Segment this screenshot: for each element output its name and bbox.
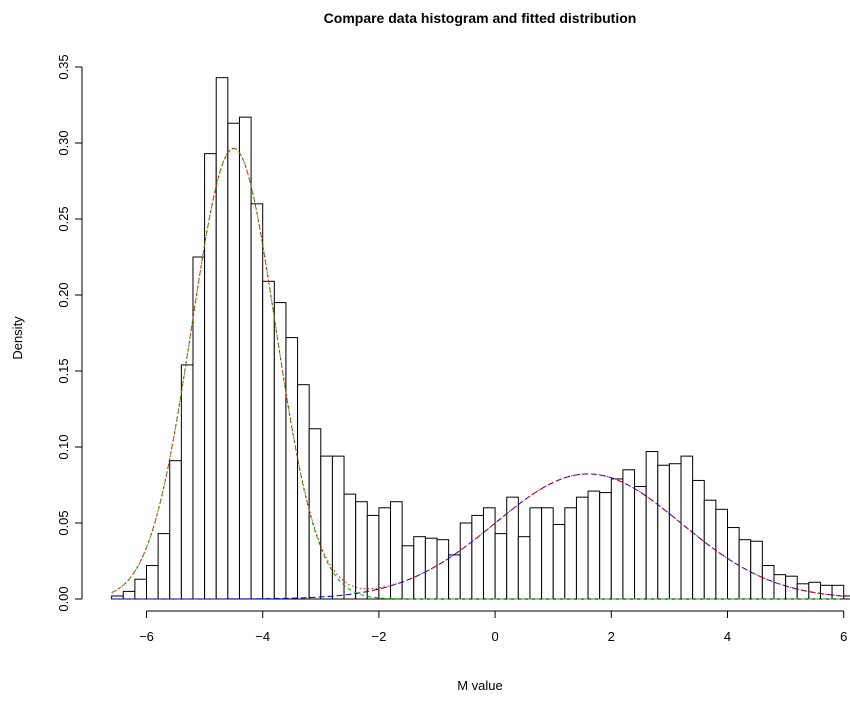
histogram-bar: [204, 153, 217, 600]
histogram-bar: [494, 533, 508, 600]
histogram-bar: [610, 478, 624, 600]
histogram-bar: [831, 584, 845, 600]
histogram-bar: [401, 545, 415, 600]
x-axis-label: M value: [457, 678, 503, 693]
histogram-bar: [308, 428, 322, 600]
x-tick-label: 6: [840, 629, 847, 644]
histogram-bar: [331, 455, 345, 600]
x-tick-label: −2: [371, 629, 386, 644]
histogram-bar: [273, 302, 287, 600]
histogram-bar: [599, 492, 612, 600]
histogram-bar: [227, 122, 240, 600]
histogram-bar: [482, 507, 496, 600]
histogram-bar: [366, 514, 380, 600]
chart-title: Compare data histogram and fitted distri…: [324, 10, 637, 26]
histogram-bar: [692, 479, 705, 600]
x-tick-label: −4: [255, 629, 270, 644]
histogram-bar: [517, 536, 531, 600]
histogram-bar: [459, 522, 473, 600]
y-tick-label: 0.15: [56, 358, 71, 383]
histogram-bar: [413, 536, 426, 600]
histogram-bar: [564, 507, 577, 600]
histogram-bar: [285, 337, 299, 600]
histogram-bar: [819, 584, 833, 600]
histogram-bar: [343, 493, 357, 600]
histogram-bar: [122, 590, 136, 600]
x-tick-label: −6: [139, 629, 154, 644]
histogram-bar: [297, 384, 310, 600]
y-tick-label: 0.30: [56, 130, 71, 155]
fitted-component-curve: [111, 473, 844, 600]
histogram-bar: [552, 524, 566, 600]
y-tick-label: 0.35: [56, 54, 71, 79]
histogram-bar: [146, 565, 159, 600]
histogram-bar: [727, 527, 740, 600]
histogram-bar: [355, 501, 368, 600]
histogram-bar: [250, 203, 264, 600]
fitted-curves: [111, 147, 844, 600]
histogram-bar: [471, 514, 484, 600]
histogram-bar: [320, 455, 333, 600]
histogram-bar: [796, 583, 810, 600]
histogram-bar: [238, 116, 252, 600]
histogram-bar: [169, 460, 182, 600]
histogram-bars: [111, 77, 850, 600]
y-axis: 0.00 0.05 0.10 0.15 0.20 0.25 0.30 0.35: [56, 54, 83, 612]
x-tick-label: 2: [608, 629, 615, 644]
fitted-component-curve: [111, 147, 844, 600]
histogram-bar: [587, 490, 601, 600]
histogram-bar: [390, 501, 403, 600]
histogram-bar: [645, 451, 659, 600]
histogram-bar: [575, 496, 589, 600]
y-axis-label: Density: [10, 316, 25, 360]
x-tick-label: 4: [724, 629, 731, 644]
histogram-bar: [180, 364, 194, 600]
histogram-bar: [541, 507, 554, 600]
y-tick-label: 0.05: [56, 510, 71, 535]
histogram-bar: [622, 469, 636, 600]
histogram-bar: [448, 554, 461, 600]
histogram-bar: [750, 540, 763, 600]
histogram-bar: [378, 507, 392, 600]
y-tick-label: 0.10: [56, 434, 71, 459]
y-tick-label: 0.00: [56, 586, 71, 611]
histogram-bar: [436, 539, 450, 600]
histogram-bar: [157, 533, 171, 600]
histogram-bar: [529, 507, 543, 600]
x-tick-label: 0: [491, 629, 498, 644]
histogram-bar: [843, 595, 850, 600]
x-axis: −6 −4 −2 0 2 4 6: [139, 610, 847, 644]
histogram-bar: [134, 578, 148, 600]
histogram-bar: [634, 486, 647, 600]
histogram-bar: [773, 574, 787, 600]
y-tick-label: 0.25: [56, 206, 71, 231]
histogram-bar: [262, 280, 275, 600]
histogram-bar: [808, 581, 821, 600]
histogram-bar: [761, 565, 775, 600]
histogram-bar: [668, 463, 682, 600]
histogram-bar: [657, 464, 670, 600]
y-tick-label: 0.20: [56, 282, 71, 307]
